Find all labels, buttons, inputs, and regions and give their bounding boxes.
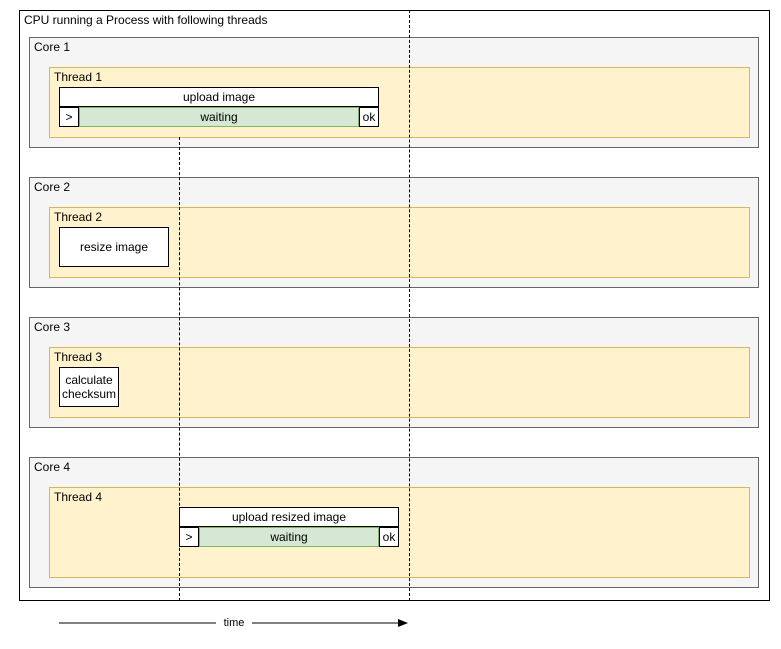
thread-label: Thread 3 <box>54 350 102 364</box>
task-box: > <box>179 527 199 547</box>
task-box: upload resized image <box>179 507 399 527</box>
core-label: Core 1 <box>34 40 70 54</box>
wait-box: waiting <box>199 527 379 547</box>
time-arrow: time <box>59 613 409 633</box>
task-box: ok <box>379 527 399 547</box>
task-box: resize image <box>59 227 169 267</box>
task-box: > <box>59 107 79 127</box>
thread-label: Thread 4 <box>54 490 102 504</box>
diagram-root: CPU running a Process with following thr… <box>10 10 771 639</box>
thread-label: Thread 1 <box>54 70 102 84</box>
task-box: calculate checksum <box>59 367 119 407</box>
wait-box: waiting <box>79 107 359 127</box>
task-box: ok <box>359 107 379 127</box>
core-label: Core 4 <box>34 460 70 474</box>
thread-box: Thread 3 <box>49 347 750 418</box>
thread-label: Thread 2 <box>54 210 102 224</box>
dashed-line <box>179 137 180 601</box>
svg-text:time: time <box>224 617 245 629</box>
thread-box: Thread 4 <box>49 487 750 578</box>
cpu-title: CPU running a Process with following thr… <box>24 13 267 27</box>
task-box: upload image <box>59 87 379 107</box>
core-label: Core 3 <box>34 320 70 334</box>
dashed-line <box>409 10 410 601</box>
core-label: Core 2 <box>34 180 70 194</box>
